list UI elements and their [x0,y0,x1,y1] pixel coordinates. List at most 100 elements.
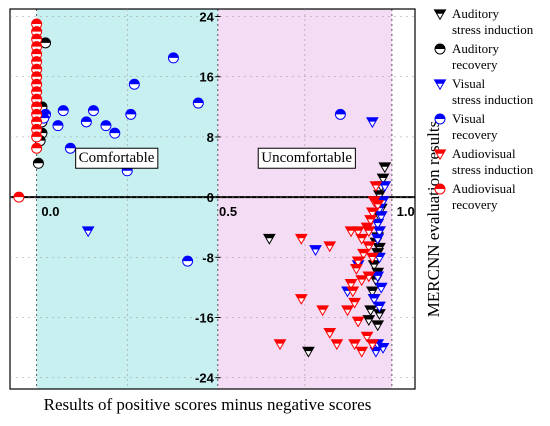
circle-fill [182,256,193,262]
x-axis-title: Results of positive scores minus negativ… [44,395,372,414]
triangle-fill [372,248,384,253]
legend-label-line: stress induction [452,162,534,177]
audiovisual-recovery-point [31,142,43,154]
triangle-fill [434,79,446,84]
triangle-fill [361,223,373,227]
triangle-fill [295,234,307,239]
triangle-fill [356,234,368,239]
y-tick-label: 0 [207,190,214,205]
triangle-fill [363,315,375,320]
triangle-fill [377,174,389,179]
triangle-fill [373,190,385,195]
triangle-fill [363,226,375,231]
visual-stress-induction-point [367,294,381,305]
triangle-fill [379,181,391,186]
visual-recovery-point [80,116,92,128]
audiovisual-stress-induction-point [316,305,330,317]
triangle-fill [366,117,378,122]
triangle-fill [350,264,362,269]
circle-fill [31,101,42,107]
audiovisual-recovery-point [31,18,43,30]
circle-fill [168,52,179,58]
circle-fill [31,79,42,85]
circle-fill [31,124,42,130]
audiovisual-recovery-point [31,116,43,128]
triangle-fill [310,245,322,250]
triangle-fill [372,268,384,273]
triangle-fill [352,256,364,261]
triangle-fill [434,149,446,154]
triangle-fill [317,305,329,310]
circle-fill [31,26,42,32]
circle-fill [81,116,92,122]
auditory-stress-induction-point [364,305,377,317]
audiovisual-recovery-point [31,78,43,90]
triangle-fill [361,332,373,337]
legend-marker-auditory-stress-induction [433,9,447,21]
circle-fill [52,120,63,126]
visual-recovery-point [125,108,137,120]
circle-fill [31,64,42,70]
audiovisual-stress-induction-point [360,331,374,343]
circle-fill [31,56,42,62]
triangle-fill [379,162,391,167]
audiovisual-stress-induction-point [344,226,358,238]
triangle-fill [366,339,378,344]
visual-stress-induction-point [309,245,322,257]
visual-recovery-point [167,52,179,64]
auditory-stress-induction-point [302,346,315,358]
circle-fill [31,94,42,100]
audiovisual-stress-induction-point [357,248,370,260]
audiovisual-recovery-point [31,26,43,38]
audiovisual-stress-induction-point [344,279,358,290]
x-tick-label: 1.0 [397,204,415,219]
legend-label-line: Visual [452,76,486,91]
audiovisual-stress-induction-point [351,256,365,268]
visual-stress-induction-point [373,301,386,313]
triangle-fill [372,320,384,325]
visual-stress-induction-point [378,181,392,193]
audiovisual-stress-induction-point [365,207,379,219]
audiovisual-stress-induction-point [294,233,308,245]
audiovisual-stress-induction-point [323,327,337,339]
circle-fill [31,49,42,55]
circle-fill [88,105,99,111]
audiovisual-stress-induction-point [365,339,379,351]
circle-fill [335,109,346,115]
triangle-fill [302,347,314,352]
x-tick-label: 0.5 [219,204,237,219]
legend-marker-visual-stress-induction [433,79,447,91]
triangle-fill [363,241,375,246]
region-label-text: Uncomfortable [261,150,352,166]
auditory-recovery-point [32,157,44,169]
y-tick-label: -8 [202,250,214,265]
legend-marker-auditory-recovery [434,43,446,55]
triangle-fill [365,305,377,310]
circle-fill [31,109,42,115]
visual-recovery-point [128,78,140,90]
audiovisual-stress-induction-point [341,305,354,317]
legend-label-line: stress induction [452,22,534,37]
visual-stress-induction-point [371,271,385,283]
audiovisual-recovery-point [31,131,43,143]
circle-fill [31,116,42,122]
legend-marker-audiovisual-recovery [434,183,446,195]
triangle-fill [357,249,369,254]
audiovisual-recovery-point [31,63,43,75]
auditory-stress-induction-point [373,242,386,254]
visual-recovery-point [87,105,99,117]
circle-fill [31,34,42,40]
legend-marker-audiovisual-stress-induction [433,149,447,161]
region-label-box [75,147,159,169]
y-tick-label: -16 [195,311,214,326]
audiovisual-stress-induction-point [364,215,377,226]
legend-label-line: Audiovisual [452,146,516,161]
audiovisual-recovery-point [31,101,43,113]
y-tick-label: 16 [199,70,213,85]
triangle-fill [373,243,385,248]
legend-label-line: recovery [452,197,498,212]
audiovisual-stress-induction-point [365,252,379,264]
